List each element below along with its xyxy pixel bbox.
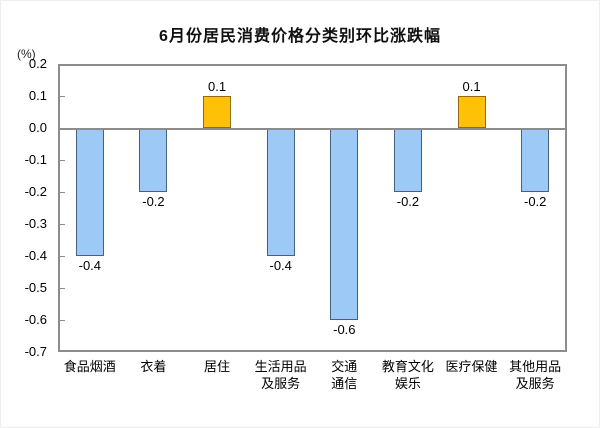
x-category-label: 食品烟酒 xyxy=(63,359,116,374)
bar xyxy=(393,128,422,192)
x-category-label: 其他用品 及服务 xyxy=(509,359,562,391)
bar xyxy=(75,128,104,256)
x-category-label: 交通 通信 xyxy=(331,359,358,391)
y-axis-tick xyxy=(60,192,65,193)
y-axis-tick xyxy=(60,160,65,161)
chart-title: 6月份居民消费价格分类别环比涨跌幅 xyxy=(159,28,441,45)
x-axis-labels: 食品烟酒 衣着 居住 生活用品 及服务 交通 通信 教育文化 娱乐 医疗保健 其他用品 及服务 xyxy=(58,358,567,398)
bar xyxy=(139,128,168,192)
bar-value-label: -0.6 xyxy=(333,322,356,337)
zero-line xyxy=(60,128,565,130)
bar-value-label: 0.1 xyxy=(208,79,227,94)
bar-value-label: -0.2 xyxy=(396,194,420,209)
bar-value-label: -0.2 xyxy=(523,194,547,209)
bar xyxy=(330,128,359,320)
x-category-label: 衣着 xyxy=(140,359,167,374)
y-tick-label: 0.2 xyxy=(28,56,47,71)
y-axis-tick xyxy=(60,320,65,321)
y-axis-unit-label: (%) xyxy=(17,47,36,61)
y-tick-label: -0.5 xyxy=(24,280,47,295)
x-category-label: 教育文化 娱乐 xyxy=(381,359,434,391)
bar xyxy=(203,96,232,128)
y-tick-label: -0.4 xyxy=(24,248,47,263)
y-axis-tick xyxy=(60,96,65,97)
x-category-label: 生活用品 及服务 xyxy=(254,359,307,391)
y-tick-label: -0.7 xyxy=(24,344,47,359)
y-tick-label: 0.0 xyxy=(28,120,47,135)
bar-value-label: 0.1 xyxy=(462,79,481,94)
bar-value-label: -0.4 xyxy=(269,258,292,273)
bar-value-label: -0.2 xyxy=(142,194,165,209)
y-axis-tick xyxy=(60,288,65,289)
y-tick-label: -0.1 xyxy=(24,152,47,167)
bar-value-label: -0.4 xyxy=(78,258,102,273)
bar xyxy=(457,96,486,128)
y-tick-label: -0.2 xyxy=(24,184,47,199)
y-axis-tick-labels: 0.2 0.1 0.0 -0.1 -0.2 -0.3 -0.4 -0.5 -0.6 -0.7 xyxy=(1,56,47,359)
y-tick-label: -0.3 xyxy=(24,216,47,231)
plot-area: -0.4 -0.2 0.1 -0.4 -0.6 -0.2 0.1 -0.2 xyxy=(58,64,567,352)
y-axis-tick xyxy=(60,256,65,257)
x-category-label: 居住 xyxy=(204,359,231,374)
x-category-label: 医疗保健 xyxy=(445,359,498,374)
y-tick-label: -0.6 xyxy=(24,312,47,327)
bar xyxy=(521,128,550,192)
bar xyxy=(266,128,295,256)
y-tick-label: 0.1 xyxy=(28,88,47,103)
y-axis-tick xyxy=(60,224,65,225)
